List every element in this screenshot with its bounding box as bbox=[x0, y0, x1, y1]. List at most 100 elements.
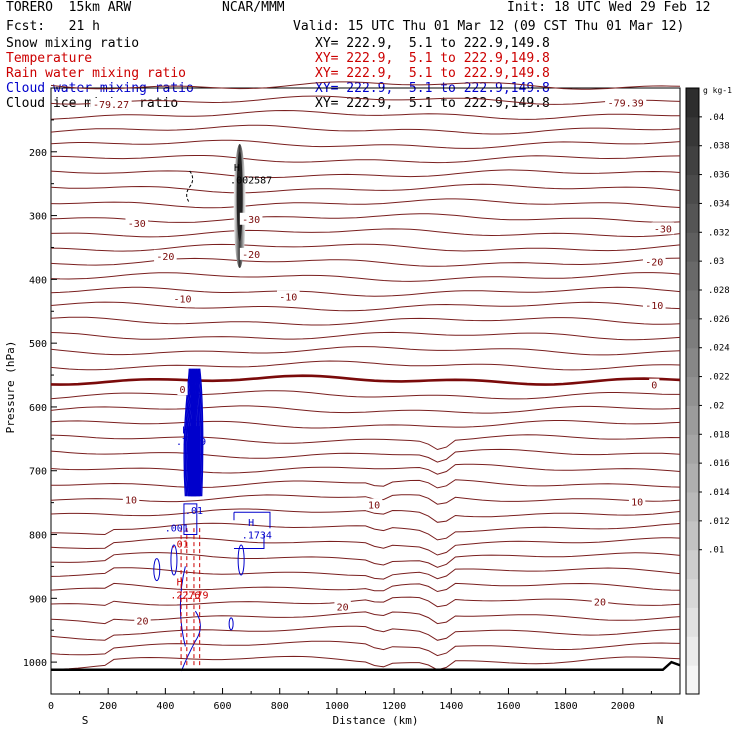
isotherm-label-bg bbox=[365, 498, 383, 511]
colorbar-tick-label: .024 bbox=[708, 344, 730, 354]
isotherm-label: 20 bbox=[337, 603, 349, 614]
isotherm bbox=[50, 198, 681, 209]
isotherm bbox=[50, 405, 681, 414]
colorbar-tick-label: .026 bbox=[708, 315, 730, 325]
colorbar-tick-label: .014 bbox=[708, 488, 730, 498]
colorbar-bin bbox=[686, 232, 699, 262]
isotherm-label: 10 bbox=[125, 495, 137, 506]
cloud-water-contour bbox=[170, 544, 178, 576]
freezing-isotherm bbox=[50, 374, 681, 386]
colorbar-bin bbox=[686, 203, 699, 233]
extremum-label: .2276 bbox=[170, 590, 200, 601]
y-tick-label: 300 bbox=[29, 212, 47, 223]
y-tick-label: 500 bbox=[29, 339, 47, 350]
y-tick-label: 200 bbox=[29, 148, 47, 159]
isotherm-label-bg bbox=[649, 378, 660, 391]
colorbar-tick-label: .012 bbox=[708, 517, 730, 527]
colorbar-unit: g kg-1 bbox=[703, 86, 732, 95]
isotherm-label-bg bbox=[122, 493, 140, 506]
colorbar-tick-label: .036 bbox=[708, 171, 730, 181]
isotherm bbox=[50, 582, 681, 593]
isotherm-label-bg bbox=[334, 600, 351, 613]
isotherm bbox=[50, 243, 681, 252]
cloud-water-contour bbox=[237, 544, 245, 576]
isotherm bbox=[50, 139, 681, 149]
isotherm-label: 20 bbox=[136, 617, 148, 628]
isotherm-label-bg bbox=[628, 495, 646, 508]
center-title: NCAR/MMM bbox=[222, 0, 285, 15]
isotherm-label: -20 bbox=[156, 252, 174, 263]
colorbar-tick-label: .028 bbox=[708, 286, 730, 296]
y-tick-label: 700 bbox=[29, 467, 47, 478]
colorbar-bin bbox=[686, 88, 699, 118]
forecast-hour: Fcst: 21 h bbox=[6, 19, 100, 34]
colorbar-bin bbox=[686, 376, 699, 406]
x-tick-label: 0 bbox=[48, 701, 54, 712]
extremum-label: H bbox=[248, 518, 254, 529]
x-tick-label: 1200 bbox=[382, 701, 406, 712]
colorbar-bin bbox=[686, 116, 699, 147]
isotherm bbox=[50, 537, 681, 556]
x-tick-label: 1000 bbox=[325, 701, 349, 712]
colorbar-tick-label: .03 bbox=[708, 257, 724, 267]
isotherm-label-bg bbox=[154, 249, 177, 262]
isotherm bbox=[50, 301, 681, 312]
colorbar-bin bbox=[686, 665, 699, 695]
isotherm-label: 0 bbox=[651, 381, 657, 392]
isotherm bbox=[50, 640, 681, 657]
isotherm bbox=[50, 390, 680, 400]
isotherm bbox=[50, 109, 680, 120]
colorbar-tick-label: .016 bbox=[708, 459, 730, 469]
x-tick-label: 1400 bbox=[439, 701, 463, 712]
isotherm-label: -79.39 bbox=[608, 99, 644, 110]
isotherm bbox=[50, 494, 681, 505]
isotherm-label-bg bbox=[134, 614, 151, 627]
extremum-label: .01 bbox=[185, 506, 203, 517]
colorbar-bin bbox=[686, 578, 699, 608]
extremum-label: H bbox=[182, 426, 188, 437]
isotherm bbox=[50, 360, 681, 371]
endpoint-right: N bbox=[657, 714, 664, 727]
colorbar-bin bbox=[686, 318, 699, 349]
isotherm bbox=[50, 611, 681, 625]
isotherm-label-bg bbox=[642, 255, 666, 268]
isotherm bbox=[51, 155, 681, 164]
cloud-water-contour bbox=[179, 566, 201, 672]
colorbar-tick-label: .038 bbox=[708, 142, 730, 152]
extremum-label: .7029 bbox=[176, 437, 206, 448]
colorbar-bin bbox=[686, 145, 699, 176]
isotherm-label-bg bbox=[605, 96, 647, 109]
colorbar-bin bbox=[686, 347, 699, 378]
x-tick-label: 1600 bbox=[496, 701, 520, 712]
isotherm bbox=[50, 316, 681, 326]
colorbar-bin bbox=[686, 607, 699, 637]
isotherm-label-bg bbox=[90, 97, 132, 110]
extremum-label: H bbox=[177, 578, 183, 589]
y-tick-label: 400 bbox=[29, 275, 47, 286]
y-tick-label: 900 bbox=[29, 594, 47, 605]
field-name: Temperature bbox=[6, 51, 93, 66]
isotherm-label: -10 bbox=[279, 293, 297, 304]
isotherm bbox=[50, 420, 681, 429]
isotherm-label: -30 bbox=[242, 215, 260, 226]
extremum-label: .002587 bbox=[230, 176, 272, 187]
isotherm-label: 10 bbox=[631, 497, 643, 508]
x-tick-label: 400 bbox=[156, 701, 174, 712]
x-tick-label: 200 bbox=[99, 701, 117, 712]
y-tick-label: 1000 bbox=[23, 658, 47, 669]
extremum-label: .01 bbox=[171, 539, 189, 550]
colorbar-bin bbox=[686, 290, 699, 320]
isotherm bbox=[50, 183, 681, 194]
isotherm bbox=[50, 272, 681, 282]
isotherm-label: 10 bbox=[368, 501, 380, 512]
colorbar-bin bbox=[686, 520, 699, 551]
x-axis-label: Distance (km) bbox=[332, 714, 418, 727]
valid-time: Valid: 15 UTC Thu 01 Mar 12 (09 CST Thu … bbox=[293, 19, 685, 34]
colorbar-frame bbox=[685, 87, 700, 695]
isotherm-label-bg bbox=[171, 292, 194, 305]
init-time: Init: 18 UTC Wed 29 Feb 12 bbox=[507, 0, 711, 15]
isotherm bbox=[50, 257, 681, 267]
isotherm-label-bg bbox=[125, 217, 149, 230]
isotherm-label-bg bbox=[642, 298, 666, 311]
isotherm bbox=[50, 331, 681, 341]
